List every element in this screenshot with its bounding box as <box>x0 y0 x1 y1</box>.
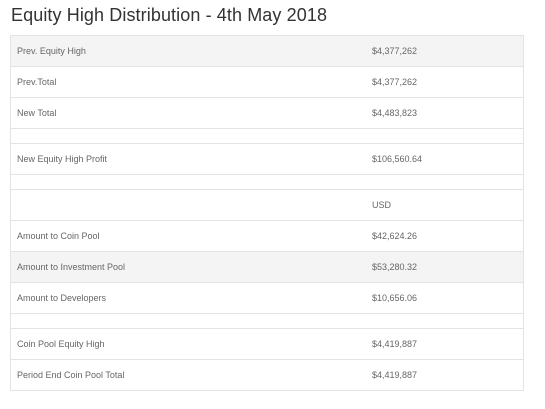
table-header-row: USD <box>10 190 524 221</box>
row-value: $53,280.32 <box>372 262 418 272</box>
table-row: Prev. Equity High $4,377,262 <box>10 36 524 67</box>
row-label: Period End Coin Pool Total <box>17 370 125 380</box>
row-value: $4,483,823 <box>372 108 418 118</box>
distribution-table: Prev. Equity High $4,377,262 Prev.Total … <box>10 35 524 391</box>
row-value: $4,419,887 <box>372 339 418 349</box>
spacer-row <box>10 314 524 329</box>
row-value: $10,656.06 <box>372 293 418 303</box>
row-label: New Equity High Profit <box>17 154 108 164</box>
table-row: Coin Pool Equity High $4,419,887 <box>10 329 524 360</box>
row-value: $42,624.26 <box>372 231 418 241</box>
table-row: Prev.Total $4,377,262 <box>10 67 524 98</box>
row-value: $106,560.64 <box>372 154 423 164</box>
row-label: Coin Pool Equity High <box>17 339 105 349</box>
row-label: Prev. Equity High <box>17 46 86 56</box>
page-title: Equity High Distribution - 4th May 2018 <box>11 5 328 25</box>
table-row: Amount to Investment Pool $53,280.32 <box>10 252 524 283</box>
table-row: Amount to Developers $10,656.06 <box>10 283 524 314</box>
table-row: New Total $4,483,823 <box>10 98 524 129</box>
row-label: Amount to Investment Pool <box>17 262 126 272</box>
row-label: New Total <box>17 108 57 118</box>
row-label: Prev.Total <box>17 77 57 87</box>
table-row: Period End Coin Pool Total $4,419,887 <box>10 360 524 391</box>
row-value: $4,377,262 <box>372 46 418 56</box>
row-value: $4,419,887 <box>372 370 418 380</box>
table-row: New Equity High Profit $106,560.64 <box>10 144 524 175</box>
row-label: Amount to Developers <box>17 293 107 303</box>
row-label: Amount to Coin Pool <box>17 231 100 241</box>
currency-header: USD <box>372 200 392 210</box>
row-value: $4,377,262 <box>372 77 418 87</box>
spacer-row <box>10 175 524 190</box>
table-row: Amount to Coin Pool $42,624.26 <box>10 221 524 252</box>
spacer-row <box>10 129 524 144</box>
